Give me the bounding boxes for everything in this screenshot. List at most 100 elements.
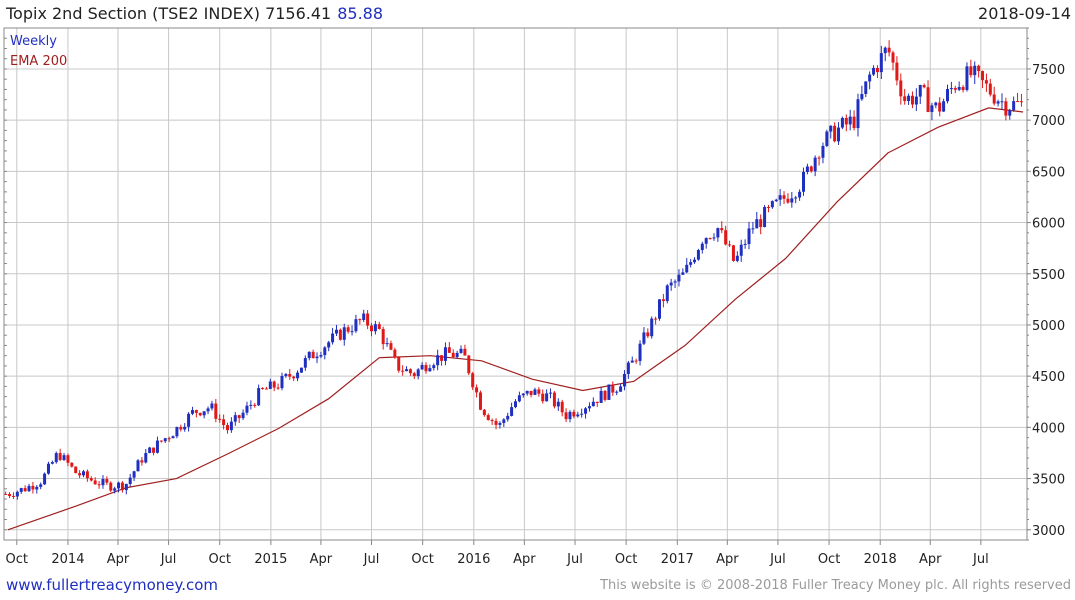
weekly-candle (276, 383, 280, 390)
weekly-candle (498, 421, 502, 429)
weekly-candle (712, 233, 716, 241)
weekly-candle (4, 491, 8, 495)
weekly-candle (222, 414, 226, 430)
candle-body (883, 47, 887, 54)
weekly-candle (860, 85, 864, 101)
candle-body (891, 52, 895, 63)
weekly-candle (393, 347, 397, 359)
weekly-candle (720, 221, 724, 234)
weekly-candle (868, 71, 872, 90)
candle-body (268, 381, 272, 389)
candle-body (782, 195, 786, 199)
candle-body (728, 244, 732, 246)
candle-body (724, 230, 728, 245)
candle-body (140, 460, 144, 463)
weekly-candle (782, 191, 786, 204)
candle-body (794, 197, 798, 199)
candle-body (27, 485, 31, 492)
ema-layer (7, 107, 1024, 531)
candle-body (408, 369, 412, 374)
weekly-candle (529, 390, 533, 398)
candle-body (381, 328, 385, 345)
weekly-candle (887, 40, 891, 57)
weekly-candle (537, 387, 541, 397)
weekly-candle (731, 244, 735, 262)
candle-body (988, 83, 992, 95)
weekly-candle (650, 316, 654, 339)
candle-body (31, 485, 35, 490)
candle-body (657, 299, 661, 319)
weekly-candle (467, 354, 471, 376)
weekly-candle (152, 447, 156, 456)
weekly-candle (140, 457, 144, 466)
candle-body (424, 364, 428, 372)
weekly-candle (257, 384, 261, 407)
candle-body (743, 244, 747, 246)
legend-weekly: Weekly (10, 34, 57, 49)
candle-body (463, 348, 467, 356)
weekly-candle (167, 436, 171, 443)
candle-body (848, 116, 852, 125)
candle-body (171, 436, 175, 439)
weekly-candle (214, 398, 218, 423)
weekly-candle (261, 387, 265, 390)
weekly-candle (128, 473, 132, 487)
weekly-candle (914, 88, 918, 112)
weekly-candle (903, 89, 907, 105)
weekly-candle (229, 417, 233, 433)
x-tick-label: 2015 (254, 552, 287, 567)
candle-body (362, 313, 366, 321)
weekly-candle (299, 367, 303, 373)
weekly-candle (249, 400, 253, 410)
candle-body (482, 409, 486, 416)
weekly-candle (996, 99, 1000, 107)
weekly-candle (155, 436, 159, 454)
weekly-candle (681, 268, 685, 276)
weekly-candle (961, 85, 965, 93)
weekly-candle (673, 279, 677, 288)
weekly-candle (572, 409, 576, 419)
weekly-candle (136, 459, 140, 472)
weekly-candle (677, 269, 681, 287)
candle-body (132, 471, 136, 478)
candle-body (626, 362, 630, 374)
weekly-candle (735, 251, 739, 263)
weekly-candle (502, 418, 506, 427)
weekly-candle (171, 435, 175, 439)
candle-body (323, 347, 327, 356)
candle-body (385, 343, 389, 345)
candle-body (650, 318, 654, 337)
candle-body (591, 401, 595, 407)
weekly-candle (942, 98, 946, 112)
weekly-candle (988, 78, 992, 97)
weekly-candle (11, 492, 15, 499)
footer-site-link[interactable]: www.fullertreacymoney.com (6, 576, 219, 594)
candle-body (66, 455, 70, 463)
candle-body (1019, 101, 1023, 103)
candle-body (622, 373, 626, 387)
candle-body (54, 453, 58, 463)
candle-body (973, 65, 977, 76)
candle-body (389, 343, 393, 350)
candle-body (945, 89, 949, 102)
weekly-candle (105, 476, 109, 486)
candle-body (922, 85, 926, 88)
candle-body (965, 66, 969, 90)
candle-body (346, 327, 350, 332)
weekly-candle (969, 59, 973, 78)
candle-body (533, 389, 537, 395)
weekly-candle (190, 406, 194, 416)
weekly-candle (591, 397, 595, 407)
candle-body (120, 482, 124, 491)
candle-body (152, 447, 156, 453)
candle-body (992, 94, 996, 104)
y-tick-label: 6500 (1032, 165, 1065, 180)
candle-body (634, 360, 638, 362)
weekly-candle (471, 371, 475, 391)
weekly-candle (377, 321, 381, 330)
weekly-candle (918, 84, 922, 105)
weekly-candle (883, 46, 887, 62)
weekly-candle (358, 318, 362, 325)
weekly-candle (992, 86, 996, 106)
candle-body (696, 250, 700, 260)
